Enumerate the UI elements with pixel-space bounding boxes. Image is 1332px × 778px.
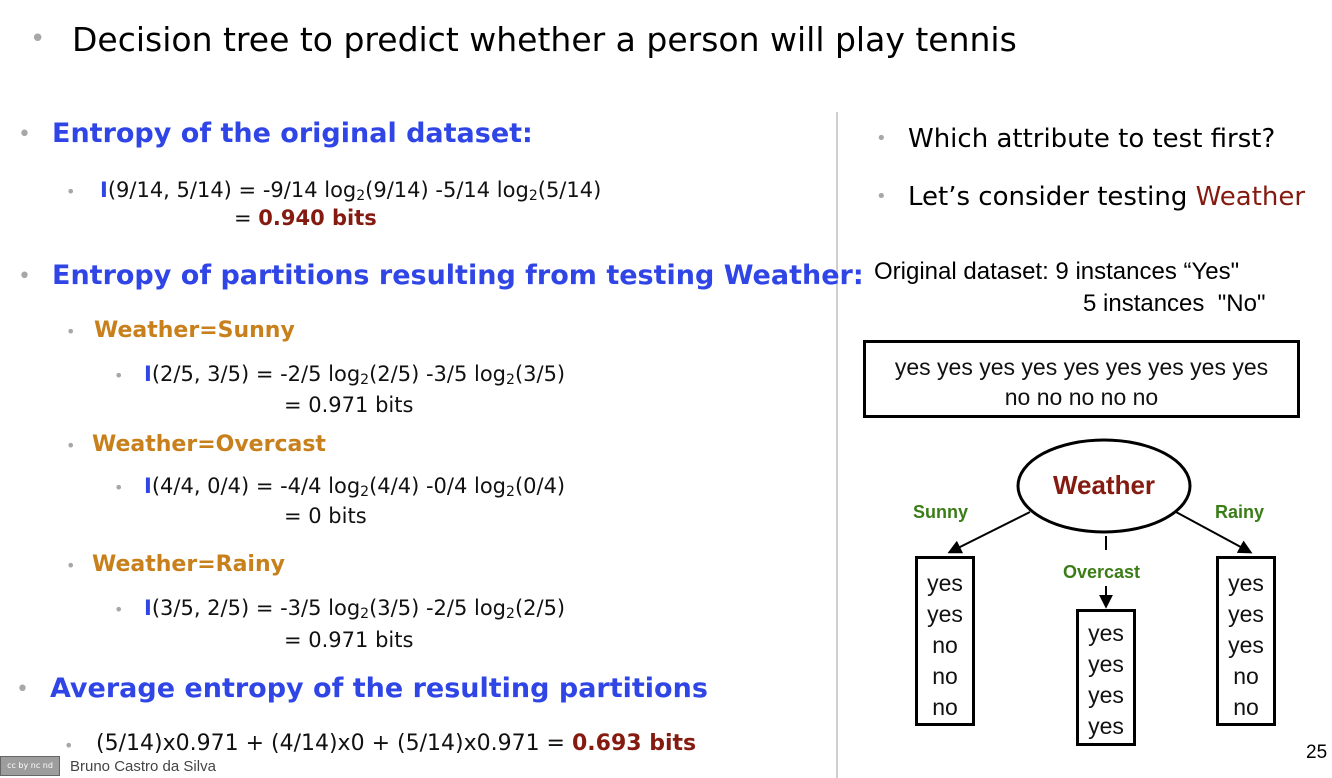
dataset-line-1: Original dataset: 9 instances “Yes": [874, 258, 1240, 285]
consider-testing: Let’s consider testing Weather: [908, 182, 1306, 212]
entropy-original-heading: Entropy of the original dataset:: [52, 118, 533, 149]
weather-attribute: Weather: [1195, 182, 1306, 212]
bullet: •: [16, 677, 29, 702]
leaf-overcast: yes yes yes yes: [1076, 609, 1136, 746]
title-bullet: •: [30, 24, 46, 54]
average-heading: Average entropy of the resulting partiti…: [50, 673, 708, 704]
bullet: •: [18, 264, 31, 289]
rainy-formula: I(3/5, 2/5) = -3/5 log2(3/5) -2/5 log2(2…: [144, 596, 566, 622]
bullet: •: [66, 556, 76, 575]
bullet: •: [66, 322, 76, 341]
page-number: 25: [1306, 742, 1328, 763]
label-weather-overcast: Weather=Overcast: [92, 432, 326, 457]
edge-rainy: [1175, 511, 1253, 554]
author-name: Bruno Castro da Silva: [70, 758, 216, 775]
dataset-line-2: 5 instances "No": [1083, 290, 1266, 317]
sunny-formula: I(2/5, 3/5) = -2/5 log2(2/5) -3/5 log2(3…: [144, 362, 566, 388]
bullet: •: [876, 186, 887, 207]
cc-license-badge: cc by nc nd: [0, 756, 60, 776]
branch-rainy: Rainy: [1215, 502, 1265, 522]
branch-sunny: Sunny: [913, 502, 969, 522]
bullet: •: [64, 736, 74, 755]
sunny-result: = 0.971 bits: [284, 393, 414, 417]
bullet: •: [114, 600, 124, 619]
rainy-result: = 0.971 bits: [284, 628, 414, 652]
weather-node-label: Weather: [1052, 470, 1156, 500]
bullet: •: [66, 182, 76, 201]
label-weather-rainy: Weather=Rainy: [92, 552, 285, 577]
edge-sunny: [947, 511, 1031, 554]
overcast-formula: I(4/4, 0/4) = -4/4 log2(4/4) -0/4 log2(0…: [144, 474, 566, 500]
label-weather-sunny: Weather=Sunny: [94, 318, 295, 343]
partitions-heading: Entropy of partitions resulting from tes…: [52, 260, 864, 291]
average-formula: (5/14)x0.971 + (4/14)x0 + (5/14)x0.971 =…: [96, 731, 697, 756]
root-instances-box: yes yes yes yes yes yes yes yes yes no n…: [863, 340, 1300, 418]
bullet: •: [114, 478, 124, 497]
entropy-original-formula: I(9/14, 5/14) = -9/14 log2(9/14) -5/14 l…: [100, 178, 602, 204]
page-title: Decision tree to predict whether a perso…: [72, 20, 1017, 59]
branch-overcast: Overcast: [1063, 562, 1141, 582]
entropy-original-result: = 0.940 bits: [234, 206, 377, 230]
leaf-sunny: yes yes no no no: [915, 556, 975, 726]
weather-node-shape: [1016, 438, 1192, 534]
column-divider: [836, 112, 838, 778]
bullet: •: [18, 122, 31, 147]
leaf-rainy: yes yes yes no no: [1216, 556, 1276, 726]
overcast-result: = 0 bits: [284, 504, 367, 528]
question-which-attribute: Which attribute to test first?: [908, 124, 1276, 154]
bullet: •: [876, 128, 887, 149]
info-symbol: I: [100, 178, 108, 202]
bullet: •: [66, 436, 76, 455]
bullet: •: [114, 366, 124, 385]
